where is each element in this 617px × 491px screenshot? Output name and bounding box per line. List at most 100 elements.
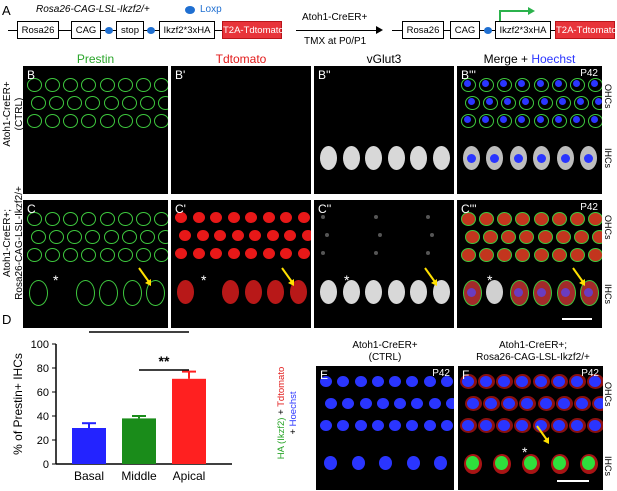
- cell: [153, 212, 168, 226]
- panel-a-letter: A: [2, 3, 11, 18]
- cell: [406, 420, 419, 431]
- cell: [117, 248, 133, 262]
- cell: [513, 288, 523, 297]
- cell: [588, 376, 601, 387]
- cell: [245, 248, 257, 259]
- cell: [434, 456, 448, 470]
- cell: [387, 280, 405, 304]
- col-title-merge: Merge + Hoechst: [457, 52, 602, 66]
- cell: [465, 96, 480, 110]
- micrograph-panel: F P42 *: [458, 366, 603, 490]
- cell: [554, 116, 562, 123]
- cell: [249, 230, 261, 241]
- arrow-shaft: [296, 30, 378, 31]
- panel-e-title-line1: Atoh1-CreER+: [352, 340, 418, 351]
- cell: [486, 280, 504, 304]
- cell: [461, 78, 476, 92]
- cell: [480, 420, 493, 431]
- cell: [467, 154, 476, 163]
- construct-box: T2A-Tdtomato: [222, 21, 284, 39]
- cell: [461, 248, 476, 262]
- row-ikzf-line1: Atoh1-CreER+;: [2, 208, 13, 278]
- merge-label: Merge +: [483, 52, 532, 66]
- cell: [320, 146, 337, 170]
- y-tick-label: 0: [43, 459, 49, 471]
- cell: [99, 114, 115, 128]
- cell: [222, 280, 240, 304]
- cell: [516, 376, 529, 387]
- panel-letter: B'': [318, 68, 331, 82]
- cell: [365, 280, 383, 304]
- cell: [99, 248, 115, 262]
- cell: [192, 212, 205, 223]
- cell: [573, 96, 589, 110]
- cell: [479, 248, 495, 262]
- cell: [227, 248, 240, 259]
- cell: [501, 230, 517, 244]
- cell: [497, 78, 513, 92]
- promoter-arrow-icon: [499, 7, 535, 21]
- panel-letter: F: [462, 368, 470, 382]
- cell: [555, 230, 571, 244]
- cell: [504, 98, 512, 105]
- construct-box: CAG: [450, 21, 480, 39]
- cell: [480, 376, 493, 387]
- panel-letter: E: [320, 368, 329, 382]
- cell: [49, 96, 65, 110]
- cell: [534, 376, 547, 387]
- cell: [135, 78, 151, 92]
- cell: [266, 230, 279, 241]
- cell: [359, 398, 372, 409]
- arrow-marker-icon: [536, 425, 549, 444]
- panel-letter: B: [27, 68, 36, 82]
- cell: [521, 398, 534, 409]
- cell: [440, 420, 453, 431]
- panel-f-title-line1: Atoh1-CreER+;: [498, 340, 568, 351]
- cell: [175, 248, 187, 259]
- cell: [432, 146, 450, 170]
- cell: [117, 78, 133, 92]
- cell: [430, 233, 434, 237]
- cell: [500, 80, 508, 87]
- cell: [569, 248, 585, 262]
- col-title-tdtomato: Tdtomato: [215, 52, 267, 66]
- cell: [365, 146, 383, 170]
- cell: [468, 98, 475, 105]
- panel-f-title-line2: Rosa26-CAG-LSL-Ikzf2/+: [476, 352, 590, 363]
- cell: [486, 98, 494, 105]
- cell: [67, 96, 83, 110]
- y-tick-label: 20: [37, 435, 49, 447]
- micrograph-panel: B'': [314, 66, 454, 194]
- asterisk-marker: *: [53, 272, 59, 288]
- bar: [122, 418, 156, 464]
- arrow-marker-icon: [138, 267, 151, 286]
- panel-letter: C: [27, 202, 36, 216]
- cell: [389, 420, 401, 431]
- cell: [558, 98, 566, 105]
- cell: [590, 80, 598, 87]
- age-label: P42: [580, 202, 598, 213]
- cell: [426, 251, 430, 255]
- arrow-marker-icon: [424, 267, 437, 286]
- cell: [490, 154, 500, 163]
- cell: [27, 114, 42, 128]
- cell: [552, 420, 565, 431]
- cell: [210, 248, 222, 259]
- cell: [560, 154, 570, 163]
- micrograph-panel: C''' P42 *: [457, 200, 602, 328]
- cell: [297, 212, 310, 223]
- cell: [49, 230, 65, 244]
- construct-box: Ikzf2*3xHA: [159, 21, 215, 39]
- arrow-top-label: Atoh1-CreER+: [302, 12, 368, 23]
- cell: [587, 212, 602, 226]
- cell: [301, 230, 311, 241]
- scale-bar: [562, 318, 592, 320]
- cell: [536, 116, 544, 123]
- cell: [320, 420, 332, 431]
- micrograph-panel: B''' P42: [457, 66, 602, 194]
- ha-label: HA (Ikzf2): [276, 417, 287, 460]
- loxp-icon: [185, 6, 195, 14]
- cell: [75, 280, 95, 306]
- cell: [262, 212, 275, 223]
- cell: [379, 456, 393, 470]
